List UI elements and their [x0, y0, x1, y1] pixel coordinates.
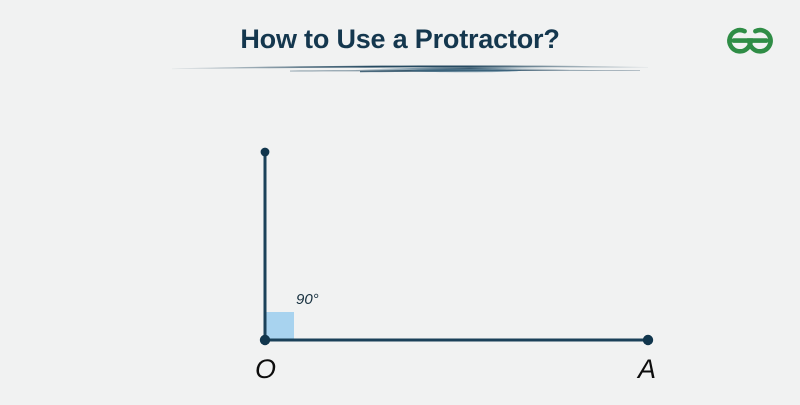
endpoint-dot-a [642, 334, 654, 346]
point-label-o: O [255, 354, 277, 384]
right-angle-square-icon [266, 312, 294, 339]
vertex-dot-o [259, 334, 271, 346]
page-title: How to Use a Protractor? [240, 24, 560, 54]
endpoint-dot-top [260, 147, 270, 157]
geeksforgeeks-logo[interactable] [722, 22, 778, 60]
angle-measure-label: 90° [296, 291, 319, 308]
point-label-a: A [638, 354, 657, 384]
